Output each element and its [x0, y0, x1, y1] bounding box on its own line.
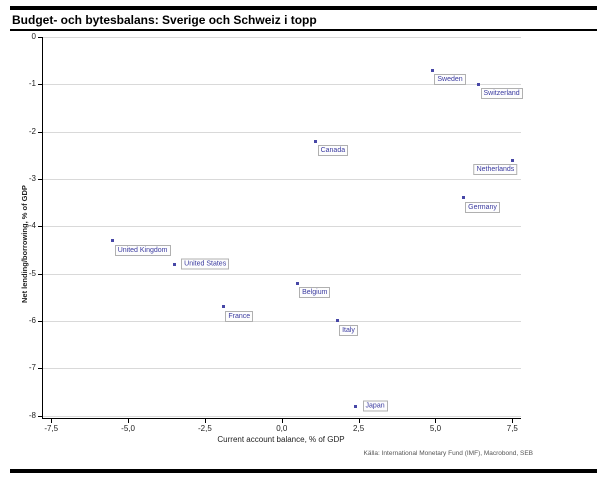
y-tick-label: -7 — [28, 363, 36, 373]
x-tick — [204, 419, 206, 423]
y-tick-label: 0 — [31, 32, 36, 41]
x-tick-label: 2,5 — [353, 424, 365, 433]
x-tick-label: 5,0 — [429, 424, 442, 433]
gridline-y-7 — [43, 368, 521, 370]
y-tick — [38, 273, 42, 275]
x-tick-label: -2,5 — [198, 424, 212, 433]
gridline-y-1 — [43, 84, 521, 86]
point-belgium — [295, 281, 299, 285]
x-tick — [51, 419, 53, 423]
x-tick — [128, 419, 130, 423]
point-germany — [461, 196, 465, 200]
y-tick — [38, 84, 42, 86]
y-tick — [38, 320, 42, 322]
gridline-y-2 — [43, 131, 521, 133]
y-tick — [38, 368, 42, 370]
point-label-belgium: Belgium — [299, 287, 331, 299]
chart-title: Budget- och bytesbalans: Sverige och Sch… — [12, 13, 317, 27]
y-tick — [38, 415, 42, 417]
y-tick — [38, 37, 42, 38]
y-tick-label: -6 — [28, 315, 36, 325]
x-tick-label: 0,0 — [276, 424, 288, 433]
point-label-japan: Japan — [362, 400, 388, 412]
point-label-france: France — [225, 310, 254, 322]
point-france — [221, 305, 225, 309]
title-underline — [10, 29, 597, 31]
gridline-y0 — [43, 37, 521, 38]
top-rule — [10, 6, 597, 10]
point-label-switzerland: Switzerland — [480, 88, 523, 100]
y-tick-label: -2 — [28, 126, 36, 136]
gridline-y-3 — [43, 178, 521, 180]
gridline-y-6 — [43, 320, 521, 322]
y-tick-label: -3 — [28, 173, 36, 183]
x-tick-label: 7,5 — [506, 424, 518, 433]
gridline-y-5 — [43, 273, 521, 275]
point-canada — [314, 139, 318, 143]
source-note: Källa: International Monetary Fund (IMF)… — [363, 450, 533, 457]
x-tick-label: -5,0 — [121, 424, 135, 433]
x-tick — [281, 419, 283, 423]
point-label-canada: Canada — [317, 145, 349, 157]
plot-area — [42, 37, 521, 419]
point-united-states — [172, 262, 176, 266]
y-tick — [38, 178, 42, 180]
point-label-sweden: Sweden — [434, 74, 466, 86]
bottom-rule — [10, 469, 597, 473]
point-japan — [354, 404, 358, 408]
point-label-united-states: United States — [181, 258, 230, 270]
x-axis-label: Current account balance, % of GDP — [217, 435, 345, 444]
point-switzerland — [477, 82, 480, 86]
point-netherlands — [510, 158, 514, 162]
point-united-kingdom — [111, 239, 115, 242]
y-tick — [38, 131, 42, 133]
x-tick — [512, 419, 514, 423]
y-tick-label: -1 — [28, 79, 36, 89]
point-label-united-kingdom: United Kingdom — [114, 244, 171, 256]
y-tick-label: -4 — [28, 221, 36, 231]
point-italy — [335, 319, 339, 323]
x-tick-label: -7,5 — [44, 424, 59, 433]
x-tick — [358, 419, 360, 423]
point-sweden — [430, 68, 434, 72]
y-tick-label: -8 — [28, 410, 36, 420]
point-label-italy: Italy — [339, 324, 358, 336]
point-label-germany: Germany — [465, 201, 500, 213]
y-axis-label: Net lending/borrowing, % of GDP — [20, 185, 29, 303]
x-tick — [435, 419, 437, 423]
point-label-netherlands: Netherlands — [473, 164, 518, 176]
gridline-y-4 — [43, 226, 521, 228]
gridline-y-8 — [43, 415, 521, 417]
y-tick — [38, 226, 42, 228]
y-tick-label: -5 — [28, 268, 36, 278]
